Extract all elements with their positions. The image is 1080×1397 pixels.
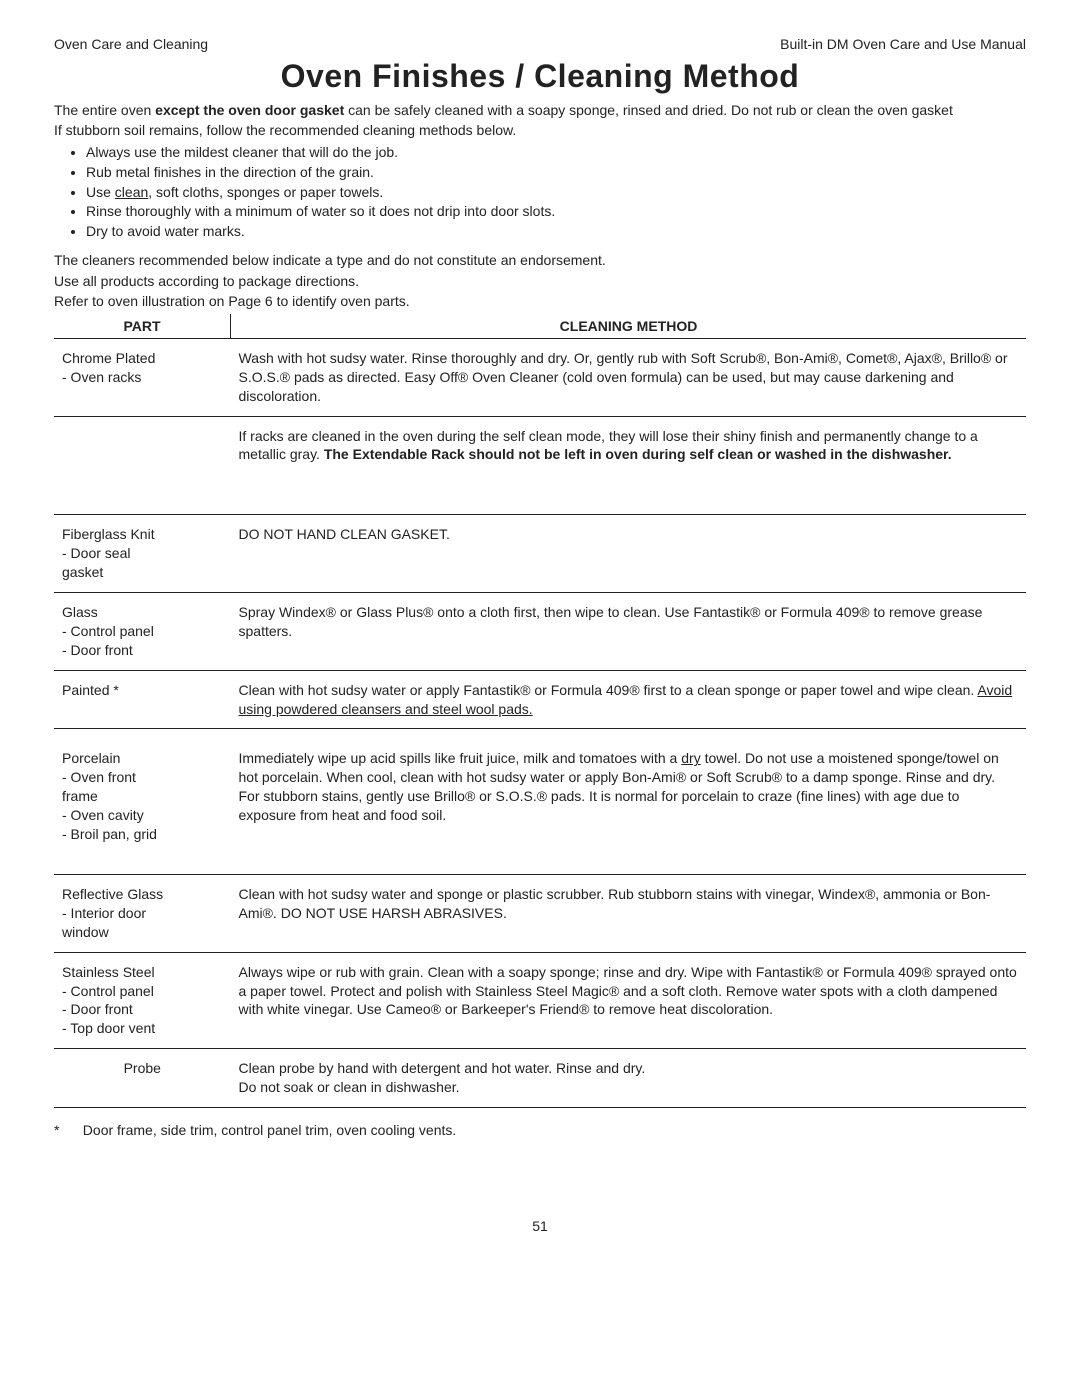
intro-block: The entire oven except the oven door gas…	[54, 101, 1026, 139]
note: Use all products according to package di…	[54, 272, 1026, 290]
method-cell: Always wipe or rub with grain. Clean wit…	[231, 952, 1027, 1049]
col-part: PART	[54, 314, 231, 339]
part-cell: Stainless Steel - Control panel - Door f…	[54, 952, 231, 1049]
notes-block: The cleaners recommended below indicate …	[54, 251, 1026, 310]
note: Refer to oven illustration on Page 6 to …	[54, 292, 1026, 310]
tip-item: Always use the mildest cleaner that will…	[86, 143, 1026, 163]
method-cell: Clean with hot sudsy water or apply Fant…	[231, 670, 1027, 729]
footnote-text: Door frame, side trim, control panel tri…	[83, 1122, 457, 1138]
intro-line-2: If stubborn soil remains, follow the rec…	[54, 121, 1026, 139]
method-cell: Wash with hot sudsy water. Rinse thoroug…	[231, 338, 1027, 416]
header-right: Built-in DM Oven Care and Use Manual	[780, 36, 1026, 52]
table-row: Fiberglass Knit - Door seal gasket DO NO…	[54, 515, 1026, 593]
table-row: Porcelain - Oven front frame - Oven cavi…	[54, 729, 1026, 874]
intro-post: can be safely cleaned with a soapy spong…	[344, 102, 953, 118]
page-header: Oven Care and Cleaning Built-in DM Oven …	[54, 36, 1026, 52]
method-cell: Spray Windex® or Glass Plus® onto a clot…	[231, 593, 1027, 671]
part-cell: Porcelain - Oven front frame - Oven cavi…	[54, 729, 231, 874]
part-cell: Painted *	[54, 670, 231, 729]
tips-list: Always use the mildest cleaner that will…	[54, 143, 1026, 241]
part-cell: Glass - Control panel - Door front	[54, 593, 231, 671]
table-row: Glass - Control panel - Door front Spray…	[54, 593, 1026, 671]
tip-post: , soft cloths, sponges or paper towels.	[148, 184, 383, 200]
tip-item: Rub metal finishes in the direction of t…	[86, 163, 1026, 183]
part-cell: Reflective Glass - Interior door window	[54, 874, 231, 952]
method-cell: If racks are cleaned in the oven during …	[231, 416, 1027, 474]
tip-pre: Use	[86, 184, 115, 200]
table-row: Stainless Steel - Control panel - Door f…	[54, 952, 1026, 1049]
part-cell: Fiberglass Knit - Door seal gasket	[54, 515, 231, 593]
tip-underline: clean	[115, 184, 148, 200]
table-header-row: PART CLEANING METHOD	[54, 314, 1026, 339]
table-row: Probe Clean probe by hand with detergent…	[54, 1049, 1026, 1108]
table-row: Painted * Clean with hot sudsy water or …	[54, 670, 1026, 729]
footnote-star: *	[54, 1122, 59, 1138]
intro-line-1: The entire oven except the oven door gas…	[54, 101, 1026, 119]
table-row: Chrome Plated - Oven racks Wash with hot…	[54, 338, 1026, 416]
note: The cleaners recommended below indicate …	[54, 251, 1026, 269]
header-left: Oven Care and Cleaning	[54, 36, 208, 52]
method-cell: Immediately wipe up acid spills like fru…	[231, 729, 1027, 874]
method-cell: Clean with hot sudsy water and sponge or…	[231, 874, 1027, 952]
part-cell: Probe	[54, 1049, 231, 1108]
page-title: Oven Finishes / Cleaning Method	[54, 58, 1026, 95]
part-cell	[54, 416, 231, 474]
tip-item: Use clean, soft cloths, sponges or paper…	[86, 183, 1026, 203]
footnote: * Door frame, side trim, control panel t…	[54, 1122, 1026, 1138]
method-cell: Clean probe by hand with detergent and h…	[231, 1049, 1027, 1108]
page-number: 51	[54, 1218, 1026, 1234]
part-cell: Chrome Plated - Oven racks	[54, 338, 231, 416]
col-method: CLEANING METHOD	[231, 314, 1027, 339]
cleaning-table: PART CLEANING METHOD Chrome Plated - Ove…	[54, 314, 1026, 1108]
spacer-row	[54, 474, 1026, 515]
intro-bold: except the oven door gasket	[155, 102, 344, 118]
tip-item: Rinse thoroughly with a minimum of water…	[86, 202, 1026, 222]
table-row: Reflective Glass - Interior door window …	[54, 874, 1026, 952]
tip-item: Dry to avoid water marks.	[86, 222, 1026, 242]
intro-pre: The entire oven	[54, 102, 155, 118]
table-row: If racks are cleaned in the oven during …	[54, 416, 1026, 474]
method-cell: DO NOT HAND CLEAN GASKET.	[231, 515, 1027, 593]
